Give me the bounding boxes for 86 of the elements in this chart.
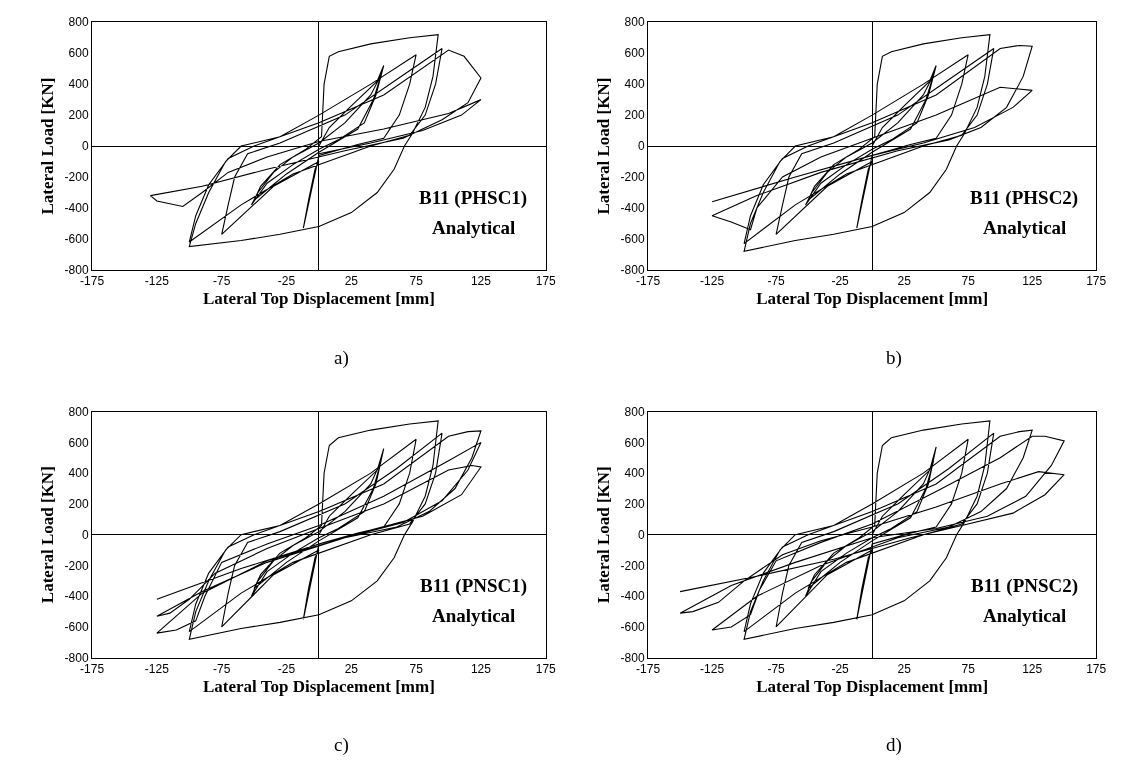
x-axis-title: Lateral Top Displacement [mm] — [756, 288, 989, 308]
y-tick-label: 200 — [68, 497, 89, 512]
x-tick-label: -25 — [831, 662, 850, 677]
annotation: Analytical — [432, 605, 516, 626]
x-tick-label: 175 — [535, 662, 557, 677]
y-tick-label: 0 — [637, 527, 645, 542]
y-tick-label: 800 — [68, 404, 89, 419]
y-tick-label: 400 — [68, 77, 89, 92]
y-tick-label: -200 — [64, 170, 89, 185]
annotation: B11 (PHSC2) — [970, 187, 1079, 209]
y-tick-label: -600 — [64, 620, 89, 635]
x-tick-label: -125 — [700, 662, 725, 677]
x-axis-title: Lateral Top Displacement [mm] — [756, 676, 989, 696]
annotation: Analytical — [983, 217, 1067, 238]
y-tick-label: -400 — [620, 201, 645, 216]
y-tick-label: 600 — [68, 46, 89, 61]
text: a) — [334, 347, 349, 369]
x-tick-label: 175 — [535, 274, 557, 289]
y-tick-label: 800 — [624, 404, 645, 419]
y-axis-title: Lateral Load [KN] — [38, 77, 58, 215]
text: d) — [886, 734, 902, 756]
x-tick-label: 125 — [1022, 274, 1043, 289]
y-tick-label: -200 — [64, 558, 89, 573]
x-tick-label: 75 — [961, 662, 976, 677]
y-tick-label: -400 — [64, 201, 89, 216]
x-tick-label: -75 — [767, 662, 786, 677]
y-tick-label: 600 — [68, 435, 89, 450]
y-tick-label: -400 — [64, 589, 89, 604]
y-tick-label: -400 — [620, 589, 645, 604]
y-tick-label: -600 — [620, 232, 645, 247]
x-tick-label: 25 — [344, 274, 359, 289]
y-axis-title: Lateral Load [KN] — [594, 466, 614, 604]
annotation: Analytical — [432, 217, 516, 238]
y-axis-title: Lateral Load [KN] — [38, 466, 58, 604]
y-tick-label: -600 — [620, 620, 645, 635]
x-tick-label: -125 — [144, 662, 170, 677]
annotation: B11 (PHSC1) — [419, 187, 528, 209]
y-tick-label: 0 — [81, 139, 89, 154]
y-tick-label: 600 — [624, 435, 645, 450]
x-tick-label: -175 — [80, 662, 105, 677]
x-tick-label: -175 — [636, 274, 661, 289]
x-tick-label: 125 — [1022, 662, 1043, 677]
y-tick-label: 600 — [624, 46, 645, 61]
x-tick-label: 25 — [897, 662, 912, 677]
y-tick-label: 800 — [68, 15, 89, 30]
x-tick-label: 125 — [470, 274, 492, 289]
annotation: B11 (PNSC2) — [971, 575, 1079, 597]
x-tick-label: -25 — [277, 274, 296, 289]
y-tick-label: -200 — [620, 170, 645, 185]
y-tick-label: 400 — [624, 77, 645, 92]
y-tick-label: -200 — [620, 558, 645, 573]
x-axis-title: Lateral Top Displacement [mm] — [202, 288, 435, 308]
y-tick-label: 200 — [68, 108, 89, 123]
annotation: Analytical — [983, 605, 1067, 626]
y-tick-label: -800 — [620, 650, 645, 665]
y-tick-label: 0 — [81, 527, 89, 542]
x-tick-label: 75 — [409, 274, 424, 289]
y-tick-label: 200 — [624, 497, 645, 512]
annotation: B11 (PNSC1) — [420, 575, 528, 597]
x-tick-label: 75 — [961, 274, 976, 289]
y-axis-title: Lateral Load [KN] — [594, 77, 614, 215]
y-tick-label: 400 — [624, 466, 645, 481]
y-tick-label: 0 — [637, 139, 645, 154]
x-tick-label: -75 — [767, 274, 786, 289]
y-tick-label: -600 — [64, 232, 89, 247]
x-tick-label: 175 — [1086, 662, 1107, 677]
text: c) — [334, 734, 349, 756]
y-tick-label: 400 — [68, 466, 89, 481]
x-tick-label: -125 — [700, 274, 725, 289]
y-tick-label: 200 — [624, 108, 645, 123]
x-tick-label: -25 — [277, 662, 296, 677]
x-tick-label: -75 — [213, 274, 231, 289]
x-tick-label: 25 — [897, 274, 912, 289]
text: b) — [886, 347, 902, 369]
x-tick-label: 75 — [409, 662, 424, 677]
x-tick-label: 125 — [470, 662, 492, 677]
x-tick-label: -175 — [636, 662, 661, 677]
x-tick-label: 175 — [1086, 274, 1107, 289]
y-tick-label: -800 — [64, 650, 89, 665]
x-tick-label: -75 — [213, 662, 231, 677]
x-tick-label: -175 — [80, 274, 105, 289]
x-tick-label: -25 — [831, 274, 850, 289]
y-tick-label: 800 — [624, 15, 645, 30]
x-tick-label: 25 — [344, 662, 359, 677]
x-tick-label: -125 — [144, 274, 170, 289]
x-axis-title: Lateral Top Displacement [mm] — [202, 676, 435, 696]
